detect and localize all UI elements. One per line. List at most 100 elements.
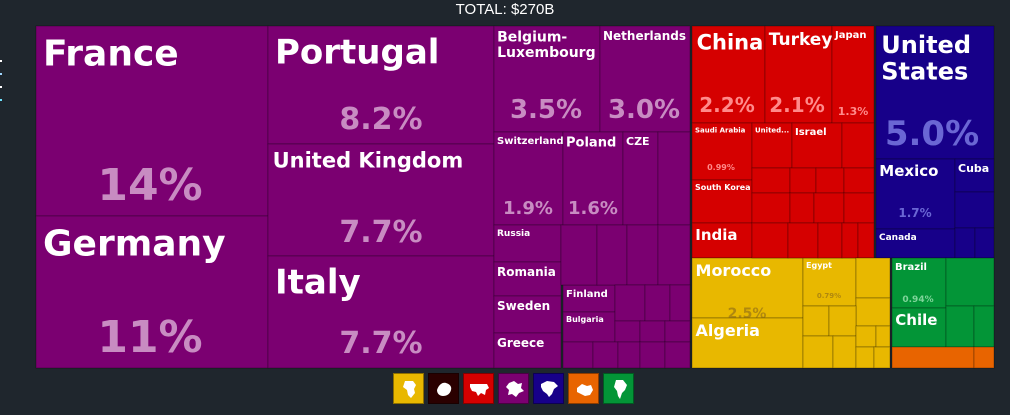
tile-africa-minor-38[interactable] <box>832 335 857 369</box>
tile-asia-minor-16[interactable] <box>841 122 875 169</box>
tile-portugal[interactable] <box>267 25 495 145</box>
label-belgium-luxembourg: Belgium- <box>497 30 567 46</box>
tile-netherlands[interactable] <box>599 25 691 133</box>
tile-finland[interactable] <box>562 284 616 313</box>
tile-asia-minor-27[interactable] <box>817 222 843 259</box>
tile-cze[interactable] <box>622 131 659 226</box>
pct-turkey: 2.1% <box>769 93 824 117</box>
tile-europe-minor-14[interactable] <box>639 341 666 369</box>
tile-italy[interactable] <box>267 255 495 369</box>
tile-africa-minor-42[interactable] <box>873 346 891 369</box>
tile-europe-minor-6[interactable] <box>644 284 671 322</box>
tile-europe-minor-9[interactable] <box>639 320 666 343</box>
tile-asia-minor-22[interactable] <box>789 192 815 224</box>
tile-north-america-minor-30[interactable] <box>954 191 995 229</box>
tile-europe-minor-0[interactable] <box>657 131 691 226</box>
tile-europe-minor-7[interactable] <box>669 284 691 322</box>
tile-morocco[interactable] <box>691 257 804 319</box>
tile-switzerland[interactable] <box>493 131 564 226</box>
tile-south-america-minor-43[interactable] <box>945 257 995 307</box>
tile-europe-minor-4[interactable] <box>657 224 691 286</box>
tile-europe-minor-1[interactable] <box>560 224 598 286</box>
tile-north-america-minor-32[interactable] <box>974 227 995 259</box>
tile-south-america-minor-44[interactable] <box>945 305 975 348</box>
label-egypt: Egypt <box>806 261 832 270</box>
tile-sweden[interactable] <box>493 295 562 334</box>
tile-asia-minor-23[interactable] <box>813 192 845 224</box>
tile-europe-minor-2[interactable] <box>596 224 628 286</box>
label-saudi-arabia: Saudi Arabia <box>695 126 746 134</box>
tile-bulgaria[interactable] <box>562 311 616 343</box>
tile-china[interactable] <box>691 25 766 124</box>
tile-europe-minor-5[interactable] <box>614 284 646 322</box>
tile-africa-minor-37[interactable] <box>802 335 834 369</box>
tile-africa-minor-39[interactable] <box>855 325 877 348</box>
tile-japan[interactable] <box>831 25 875 124</box>
legend-asia-button[interactable] <box>463 373 494 404</box>
pct-brazil: 0.94% <box>902 295 933 305</box>
tile-asia-minor-29[interactable] <box>857 222 875 259</box>
tile-asia-minor-20[interactable] <box>843 167 875 194</box>
tile-chile[interactable] <box>891 307 947 348</box>
tile-asia-minor-21[interactable] <box>751 192 791 224</box>
tile-oceania-minor-46[interactable] <box>891 346 975 369</box>
tile-asia-minor-28[interactable] <box>841 222 859 259</box>
tile-north-america-minor-31[interactable] <box>954 227 976 259</box>
tile-saudi-arabia[interactable] <box>691 122 753 181</box>
tile-asia-minor-19[interactable] <box>815 167 845 194</box>
legend-antarctica-button[interactable] <box>428 373 459 404</box>
tile-oceania-minor-47[interactable] <box>973 346 995 369</box>
tile-asia-minor-25[interactable] <box>751 222 789 259</box>
label-turkey: Turkey <box>769 30 833 50</box>
tile-europe-minor-15[interactable] <box>664 341 691 369</box>
tile-romania[interactable] <box>493 261 562 297</box>
label-cze: CZE <box>626 135 650 148</box>
legend-africa-button[interactable] <box>393 373 424 404</box>
north-america-icon <box>540 380 558 397</box>
label-finland: Finland <box>566 289 608 300</box>
tile-turkey[interactable] <box>764 25 833 124</box>
tile-india[interactable] <box>691 222 753 259</box>
tile-algeria[interactable] <box>691 317 804 369</box>
pct-united-states: 5.0% <box>885 114 979 154</box>
tile-europe-minor-13[interactable] <box>617 341 641 369</box>
tile-africa-minor-33[interactable] <box>855 257 891 299</box>
label-belgium-luxembourg: Luxembourg <box>497 45 596 61</box>
tile-south-korea[interactable] <box>691 179 753 224</box>
label-greece: Greece <box>497 336 544 350</box>
pct-italy: 7.7% <box>339 326 422 361</box>
tile-europe-minor-8[interactable] <box>614 320 641 343</box>
legend-north-america-button[interactable] <box>533 373 564 404</box>
tile-south-america-minor-45[interactable] <box>973 305 995 348</box>
tile-africa-minor-36[interactable] <box>828 305 857 337</box>
legend-oceania-button[interactable] <box>568 373 599 404</box>
tile-united[interactable] <box>751 122 793 169</box>
tile-europe-minor-11[interactable] <box>562 341 594 369</box>
legend-south-america-button[interactable] <box>603 373 634 404</box>
legend-europe-button[interactable] <box>498 373 529 404</box>
tile-africa-minor-40[interactable] <box>875 325 891 348</box>
tile-france[interactable] <box>35 25 269 217</box>
tile-asia-minor-17[interactable] <box>751 167 791 194</box>
tile-europe-minor-12[interactable] <box>592 341 619 369</box>
label-algeria: Algeria <box>696 321 760 340</box>
tile-united-kingdom[interactable] <box>267 143 495 257</box>
tile-europe-minor-3[interactable] <box>626 224 659 286</box>
tile-europe-minor-10[interactable] <box>664 320 691 343</box>
tile-cuba[interactable] <box>954 158 995 193</box>
tile-asia-minor-26[interactable] <box>787 222 819 259</box>
tile-brazil[interactable] <box>891 257 947 309</box>
tile-germany[interactable] <box>35 215 269 369</box>
tile-asia-minor-18[interactable] <box>789 167 817 194</box>
tile-israel[interactable] <box>791 122 843 169</box>
tile-mexico[interactable] <box>875 158 956 230</box>
label-cuba: Cuba <box>958 162 989 175</box>
tile-asia-minor-24[interactable] <box>843 192 875 224</box>
tile-africa-minor-35[interactable] <box>802 305 830 337</box>
tile-africa-minor-34[interactable] <box>855 297 891 327</box>
tile-united-states[interactable] <box>875 25 995 160</box>
tile-poland[interactable] <box>562 131 624 226</box>
label-portugal: Portugal <box>275 33 439 73</box>
tile-africa-minor-41[interactable] <box>855 346 875 369</box>
tile-greece[interactable] <box>493 332 562 369</box>
